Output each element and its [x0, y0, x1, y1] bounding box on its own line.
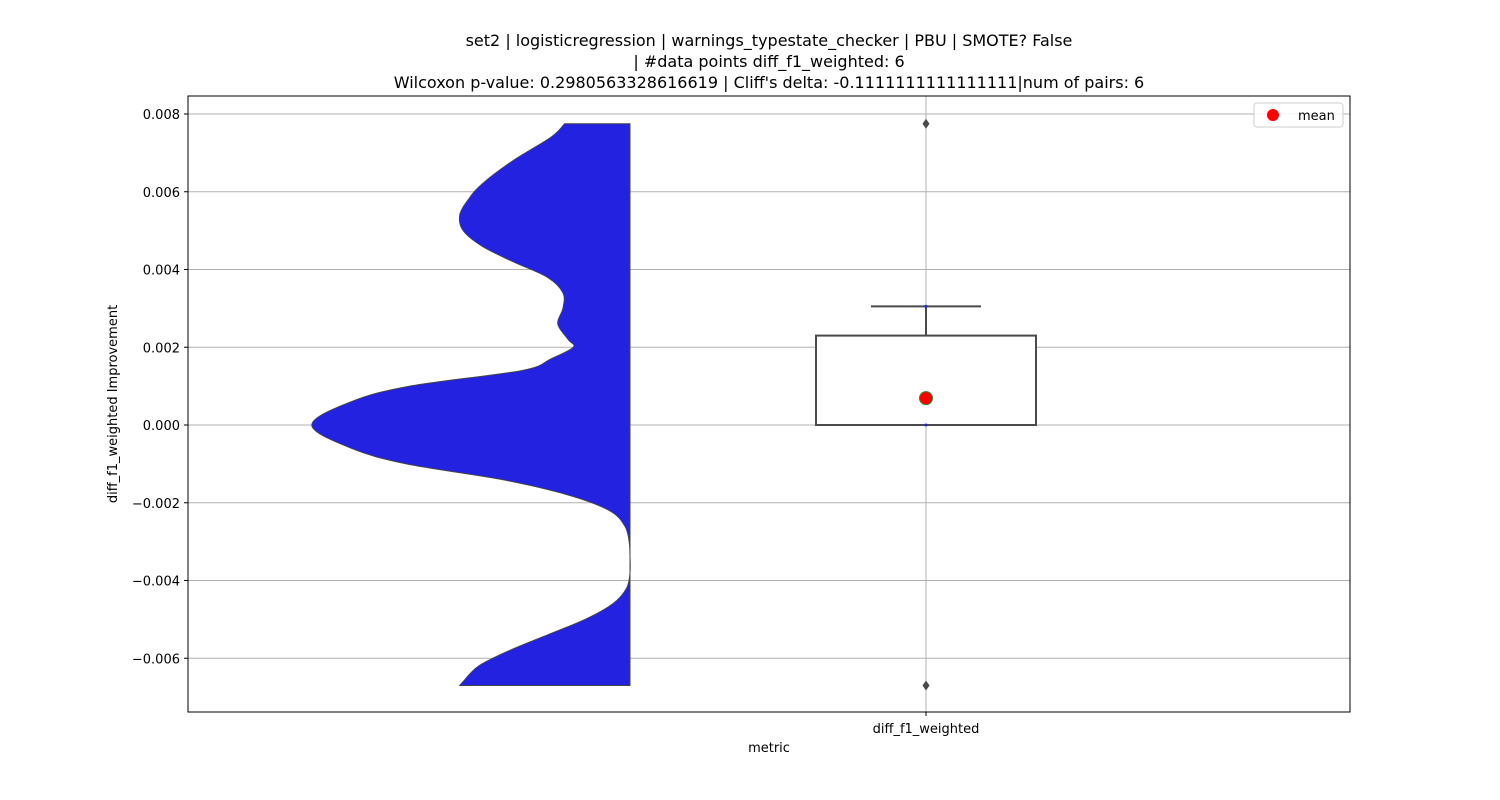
- x-axis: diff_f1_weighted: [873, 712, 980, 737]
- x-axis-label: metric: [748, 741, 790, 756]
- box-outlier: [922, 118, 930, 129]
- plot-frame: [187, 95, 1351, 713]
- legend: mean: [1253, 102, 1344, 128]
- x-tick-label: diff_f1_weighted: [873, 722, 980, 737]
- strip-point: [924, 304, 928, 308]
- chart-title: set2 | logisticregression | warnings_typ…: [394, 31, 1144, 92]
- chart-title-line: set2 | logisticregression | warnings_typ…: [466, 31, 1073, 51]
- strip-point: [924, 423, 928, 427]
- box-iqr: [815, 334, 1037, 426]
- y-tick-label: 0.004: [143, 264, 180, 279]
- y-axis-label: diff_f1_weighted Improvement: [106, 305, 121, 503]
- boxplot: [815, 118, 1037, 691]
- legend-mean-label: mean: [1298, 109, 1335, 124]
- chart-title-line: | #data points diff_f1_weighted: 6: [633, 52, 904, 72]
- chart-title-line: Wilcoxon p-value: 0.2980563328616619 | C…: [394, 73, 1144, 92]
- y-tick-label: 0.006: [143, 186, 180, 201]
- legend-frame: [1253, 102, 1344, 128]
- y-tick-label: 0.002: [143, 341, 180, 356]
- legend-mean-marker: [1267, 109, 1279, 121]
- violin: [311, 123, 631, 686]
- y-axis: −0.006 −0.004 −0.002 0.000 0.002 0.004 0.006 0.…: [132, 108, 188, 667]
- y-tick-label: −0.002: [132, 497, 180, 512]
- box-mean-marker: [919, 391, 933, 406]
- y-tick-label: −0.004: [132, 575, 180, 590]
- box-outlier: [922, 680, 930, 691]
- y-tick-label: 0.000: [143, 419, 180, 434]
- y-tick-label: 0.008: [143, 108, 180, 123]
- violin-body: [311, 123, 631, 686]
- y-tick-label: −0.006: [132, 652, 180, 667]
